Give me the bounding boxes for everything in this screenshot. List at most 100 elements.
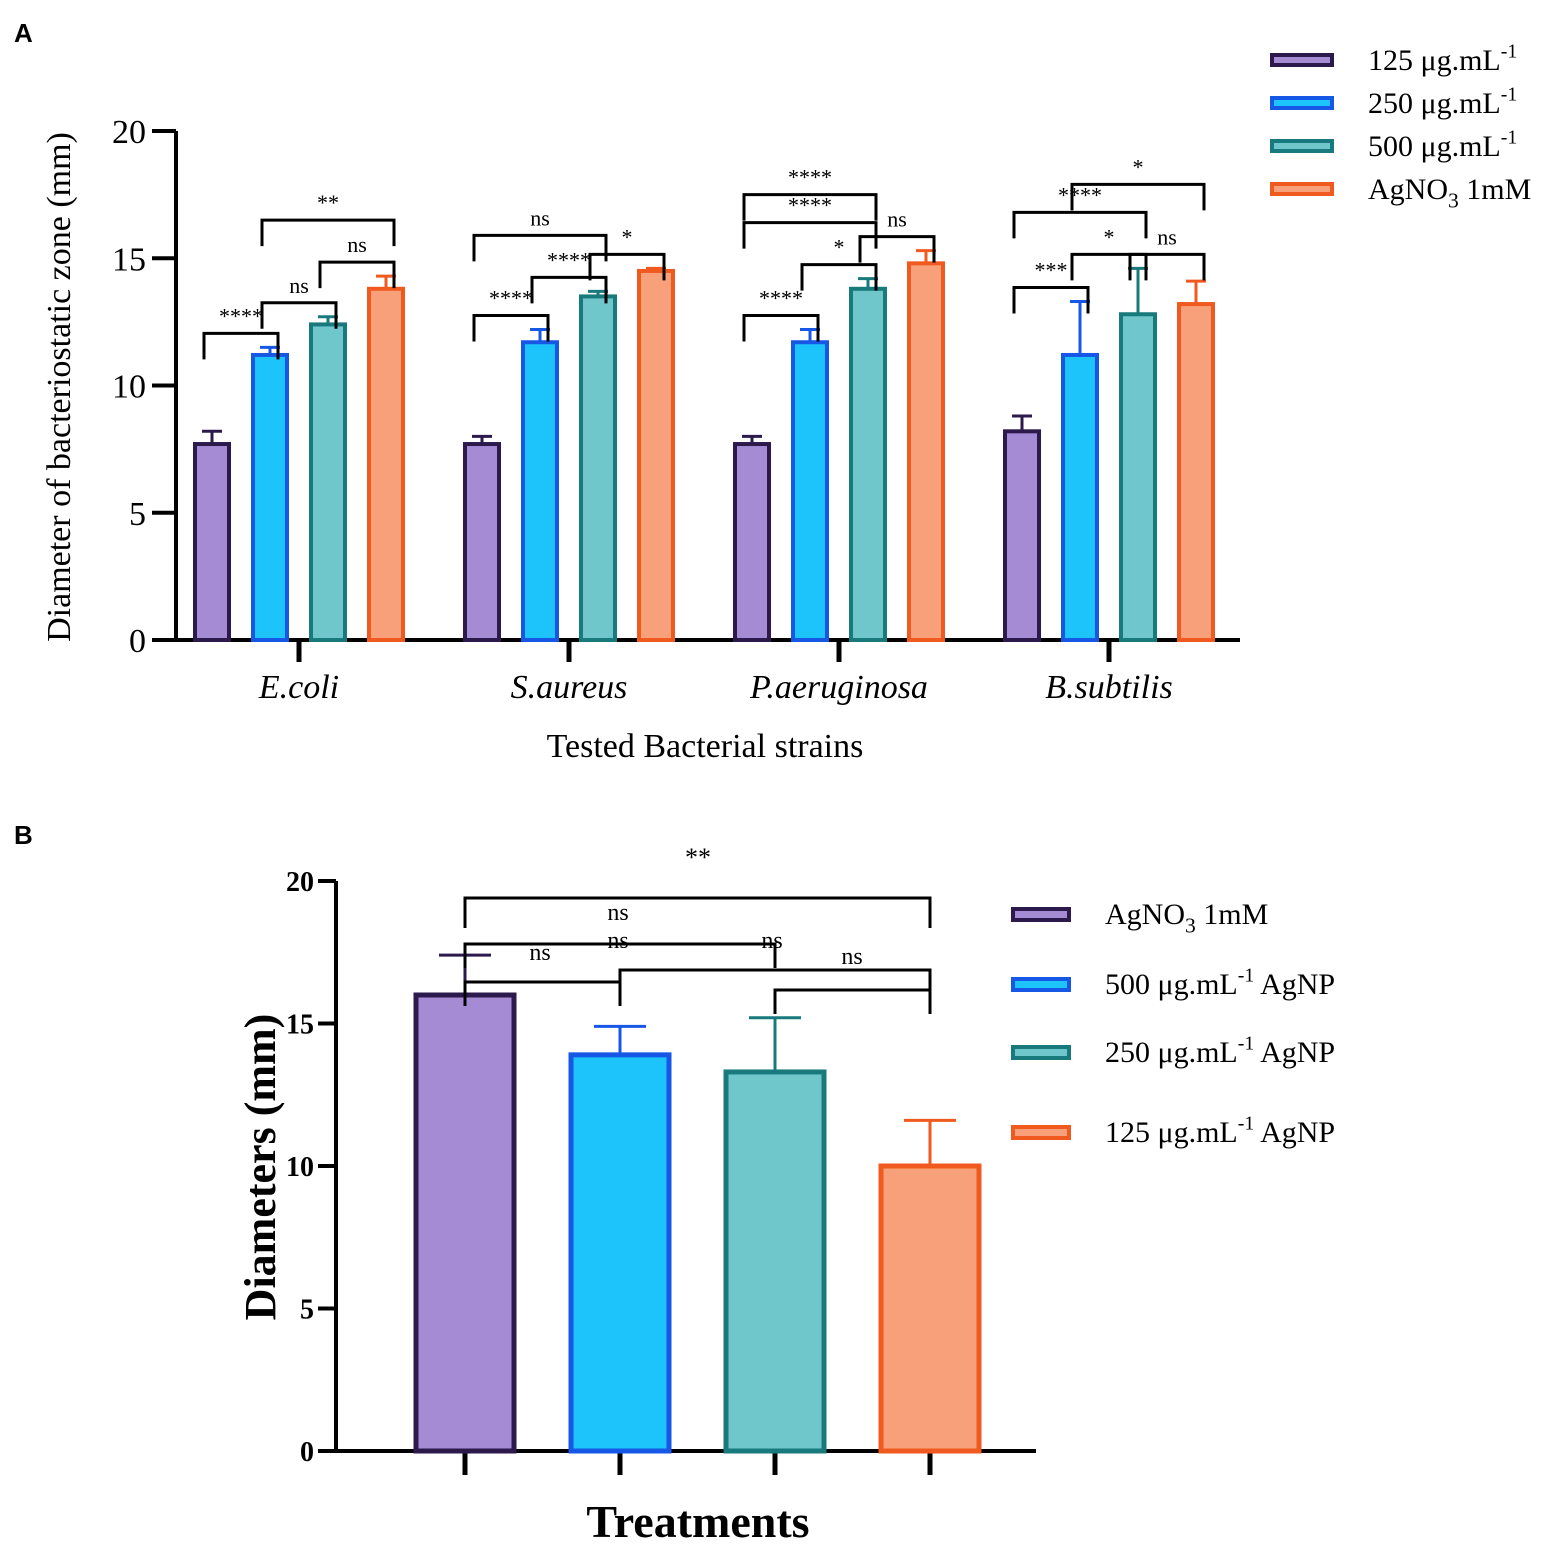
panel-b-significance-bracket xyxy=(463,942,777,968)
panel-a-significance-label: **** xyxy=(759,286,803,311)
panel-a-significance-bracket xyxy=(472,233,608,262)
panel-a-significance-label: * xyxy=(834,235,845,260)
panel-a-significance-bracket xyxy=(858,235,936,263)
panel-a-significance-label: *** xyxy=(1035,258,1068,283)
panel-b-legend: AgNO3 1mM 500 μg.mL-1 AgNP 250 μg.mL-1 AgN… xyxy=(1011,898,1335,1149)
panel-a-bar xyxy=(579,294,617,642)
panel-b-y-tick-label: 5 xyxy=(300,1295,314,1326)
panel-a-x-tick-label: S.aureus xyxy=(511,669,628,706)
panel-a-significance-bracket xyxy=(742,314,820,342)
panel-b-significance-bracket xyxy=(463,896,932,922)
panel-a-y-axis-title: Diameter of bacteriostatic zone (mm) xyxy=(41,132,78,642)
panel-a-significance-bracket xyxy=(1070,252,1148,281)
panel-a-significance-label: ns xyxy=(530,205,550,230)
panel-b-bar xyxy=(878,1163,982,1454)
panel-a-y-tick-label: 0 xyxy=(129,623,146,660)
panel-a-bar xyxy=(251,352,289,642)
panel-b-significance-bracket xyxy=(773,988,932,1014)
panel-a-legend-swatch xyxy=(1270,182,1334,196)
panel-a-y-tick-label: 15 xyxy=(112,241,146,278)
panel-a-significance-bracket xyxy=(1012,286,1090,314)
panel-b-significance-bracket xyxy=(463,896,932,928)
panel-b-legend-label: AgNO3 1mM xyxy=(1105,898,1268,937)
panel-a-significance-bracket xyxy=(588,252,666,281)
panel-a-significance-bracket xyxy=(1128,252,1206,281)
panel-a-bar xyxy=(463,442,501,642)
panel-b-significance-bracket xyxy=(618,968,932,994)
panel-a-x-tick-label: E.coli xyxy=(258,669,339,706)
panel-a-legend-label: 500 μg.mL-1 xyxy=(1368,126,1517,163)
panel-b-bar xyxy=(413,992,517,1454)
panel-b-significance-label: ns xyxy=(529,940,550,966)
panel-b-y-tick-label: 0 xyxy=(300,1437,314,1468)
panel-a-significance-bracket xyxy=(260,218,396,247)
panel-label-a: A xyxy=(14,18,33,48)
panel-a-significance-bracket xyxy=(472,314,550,342)
panel-a-significance-bracket xyxy=(260,301,338,329)
panel-a-bar xyxy=(1177,302,1215,642)
panel-b-y-tick-label: 15 xyxy=(286,1010,314,1041)
panel-a-significance-bracket xyxy=(742,221,878,249)
panel-b-legend-swatch xyxy=(1011,1125,1071,1140)
panel-a-bar xyxy=(193,442,231,642)
panel-a-x-tick-label: P.aeruginosa xyxy=(749,669,928,706)
panel-b-x-axis-title: Treatments xyxy=(586,1496,809,1547)
panel-b-significance-label: ns xyxy=(607,928,628,954)
panel-a-significance-bracket xyxy=(1070,182,1206,211)
panel-b-legend-swatch xyxy=(1011,1045,1071,1060)
panel-b-legend-swatch xyxy=(1011,907,1071,922)
panel-label-b: B xyxy=(14,820,33,850)
panel-a-bar xyxy=(791,340,829,642)
panel-b-significance-label: ** xyxy=(685,843,711,872)
panel-b-significance-label: ns xyxy=(761,928,782,954)
panel-a-legend-label: AgNO3 1mM xyxy=(1368,173,1531,212)
panel-a-y-tick-label: 20 xyxy=(112,114,146,151)
panel-a-significance-label: * xyxy=(622,224,633,249)
panel-a-significance-label: **** xyxy=(489,286,533,311)
panel-a-significance-label: ns xyxy=(887,207,907,232)
panel-a-significance-bracket xyxy=(318,260,396,289)
panel-a-significance-label: * xyxy=(1104,224,1115,249)
panel-b-legend-label: 500 μg.mL-1 AgNP xyxy=(1105,964,1335,1001)
panel-a-significance-label: ns xyxy=(289,273,309,298)
panel-a-bar xyxy=(849,286,887,642)
panel-b-significance-label: ns xyxy=(841,944,862,970)
panel-a-significance-label: ** xyxy=(317,190,339,215)
panel-b-bar xyxy=(568,1052,672,1454)
panel-a-bar xyxy=(367,286,405,642)
panel-a-legend: 125 μg.mL-1 250 μg.mL-1 500 μg.mL-1 AgNO3 1… xyxy=(1270,40,1531,212)
panel-a-legend-label: 250 μg.mL-1 xyxy=(1368,83,1517,120)
panel-a-bar xyxy=(1003,429,1041,642)
panel-a-significance-label: **** xyxy=(788,193,832,218)
panel-a-legend-swatch xyxy=(1270,53,1334,67)
panel-b-legend-label: 250 μg.mL-1 AgNP xyxy=(1105,1032,1335,1069)
panel-a-y-tick-label: 10 xyxy=(112,369,146,406)
panel-b-significance-label: ns xyxy=(607,900,628,926)
panel-a-x-tick-label: B.subtilis xyxy=(1045,669,1173,706)
panel-a-significance-bracket xyxy=(800,263,878,291)
panel-a-significance-label: **** xyxy=(1058,182,1102,207)
panel-a-legend-swatch xyxy=(1270,96,1334,110)
panel-a-significance-label: ns xyxy=(347,232,367,257)
panel-a-significance-bracket xyxy=(202,331,280,360)
panel-b-legend-swatch xyxy=(1011,977,1071,992)
panel-a-significance-bracket xyxy=(1012,210,1148,239)
panel-a-legend-swatch xyxy=(1270,139,1334,153)
panel-a-legend-label: 125 μg.mL-1 xyxy=(1368,40,1517,77)
panel-a-bar xyxy=(637,268,675,642)
panel-b-bar xyxy=(723,1069,827,1454)
panel-a-bar xyxy=(733,442,771,642)
panel-a-bar xyxy=(907,261,945,642)
panel-a-significance-label: **** xyxy=(547,247,591,272)
panel-a-significance-bracket xyxy=(530,275,608,304)
panel-a-significance-bracket xyxy=(742,193,878,221)
panel-a-significance-label: ns xyxy=(1157,224,1177,249)
panel-b-y-tick-label: 20 xyxy=(286,867,314,898)
panel-b-y-tick-label: 10 xyxy=(286,1152,314,1183)
panel-a-significance-label: **** xyxy=(219,303,263,328)
panel-a-bar xyxy=(1119,312,1157,642)
panel-b-y-axis-title: Diameters (mm) xyxy=(236,1014,285,1321)
panel-a-significance-label: **** xyxy=(788,165,832,190)
